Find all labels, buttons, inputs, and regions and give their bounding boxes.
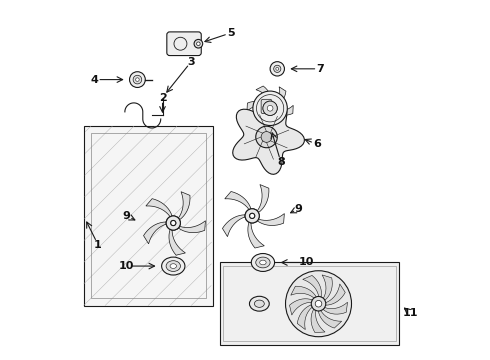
Polygon shape	[291, 286, 316, 298]
Polygon shape	[247, 101, 265, 111]
Polygon shape	[297, 305, 312, 330]
Circle shape	[196, 42, 200, 45]
FancyBboxPatch shape	[167, 32, 201, 55]
Text: 7: 7	[317, 64, 324, 74]
Polygon shape	[178, 192, 190, 220]
Text: 10: 10	[119, 261, 134, 271]
Polygon shape	[257, 185, 269, 213]
Circle shape	[245, 209, 259, 223]
Polygon shape	[303, 275, 321, 297]
Circle shape	[133, 75, 142, 84]
Ellipse shape	[166, 261, 180, 271]
Circle shape	[253, 91, 287, 126]
Circle shape	[267, 105, 273, 111]
Text: 8: 8	[277, 157, 285, 167]
Ellipse shape	[251, 253, 274, 271]
Circle shape	[270, 62, 285, 76]
Ellipse shape	[162, 257, 185, 275]
Ellipse shape	[260, 260, 266, 265]
Text: 6: 6	[313, 139, 320, 149]
Polygon shape	[323, 302, 347, 314]
Polygon shape	[322, 275, 332, 300]
Bar	[223, 266, 395, 341]
Circle shape	[261, 132, 272, 142]
Circle shape	[194, 40, 203, 48]
FancyBboxPatch shape	[261, 99, 272, 114]
Text: 10: 10	[298, 257, 314, 267]
Polygon shape	[276, 87, 286, 106]
Circle shape	[249, 213, 255, 219]
Polygon shape	[225, 192, 251, 210]
Bar	[220, 262, 399, 345]
Circle shape	[311, 297, 326, 311]
Circle shape	[276, 67, 279, 70]
Circle shape	[166, 216, 180, 230]
Text: 1: 1	[94, 239, 102, 249]
Text: 11: 11	[402, 308, 417, 318]
Circle shape	[136, 78, 139, 81]
Ellipse shape	[170, 264, 176, 269]
Polygon shape	[178, 221, 205, 233]
Polygon shape	[254, 111, 265, 130]
Circle shape	[129, 72, 146, 87]
Circle shape	[263, 101, 277, 116]
Polygon shape	[256, 86, 271, 101]
Ellipse shape	[256, 257, 270, 268]
Text: 4: 4	[91, 75, 98, 85]
Polygon shape	[290, 299, 312, 315]
Ellipse shape	[254, 300, 264, 307]
Circle shape	[263, 101, 277, 116]
Polygon shape	[146, 199, 172, 217]
Polygon shape	[275, 105, 293, 115]
Text: 9: 9	[295, 204, 303, 214]
Circle shape	[315, 301, 322, 307]
Polygon shape	[169, 229, 185, 255]
Circle shape	[274, 65, 281, 72]
Polygon shape	[311, 309, 325, 333]
Polygon shape	[144, 222, 166, 244]
Circle shape	[171, 220, 176, 226]
Ellipse shape	[249, 296, 269, 311]
Text: 2: 2	[159, 93, 167, 103]
Circle shape	[245, 209, 259, 223]
Circle shape	[249, 213, 255, 219]
Polygon shape	[318, 311, 342, 328]
Polygon shape	[222, 215, 245, 237]
Polygon shape	[84, 126, 213, 306]
Polygon shape	[326, 284, 345, 305]
Polygon shape	[257, 213, 284, 225]
Polygon shape	[269, 115, 284, 131]
Circle shape	[171, 220, 176, 226]
Bar	[91, 134, 205, 298]
Circle shape	[267, 105, 273, 111]
Polygon shape	[248, 222, 264, 248]
Circle shape	[166, 216, 180, 230]
Text: 9: 9	[122, 211, 131, 221]
Polygon shape	[233, 102, 304, 174]
Circle shape	[256, 126, 277, 148]
Circle shape	[286, 271, 351, 337]
Text: 3: 3	[187, 57, 195, 67]
Text: 5: 5	[227, 28, 235, 38]
